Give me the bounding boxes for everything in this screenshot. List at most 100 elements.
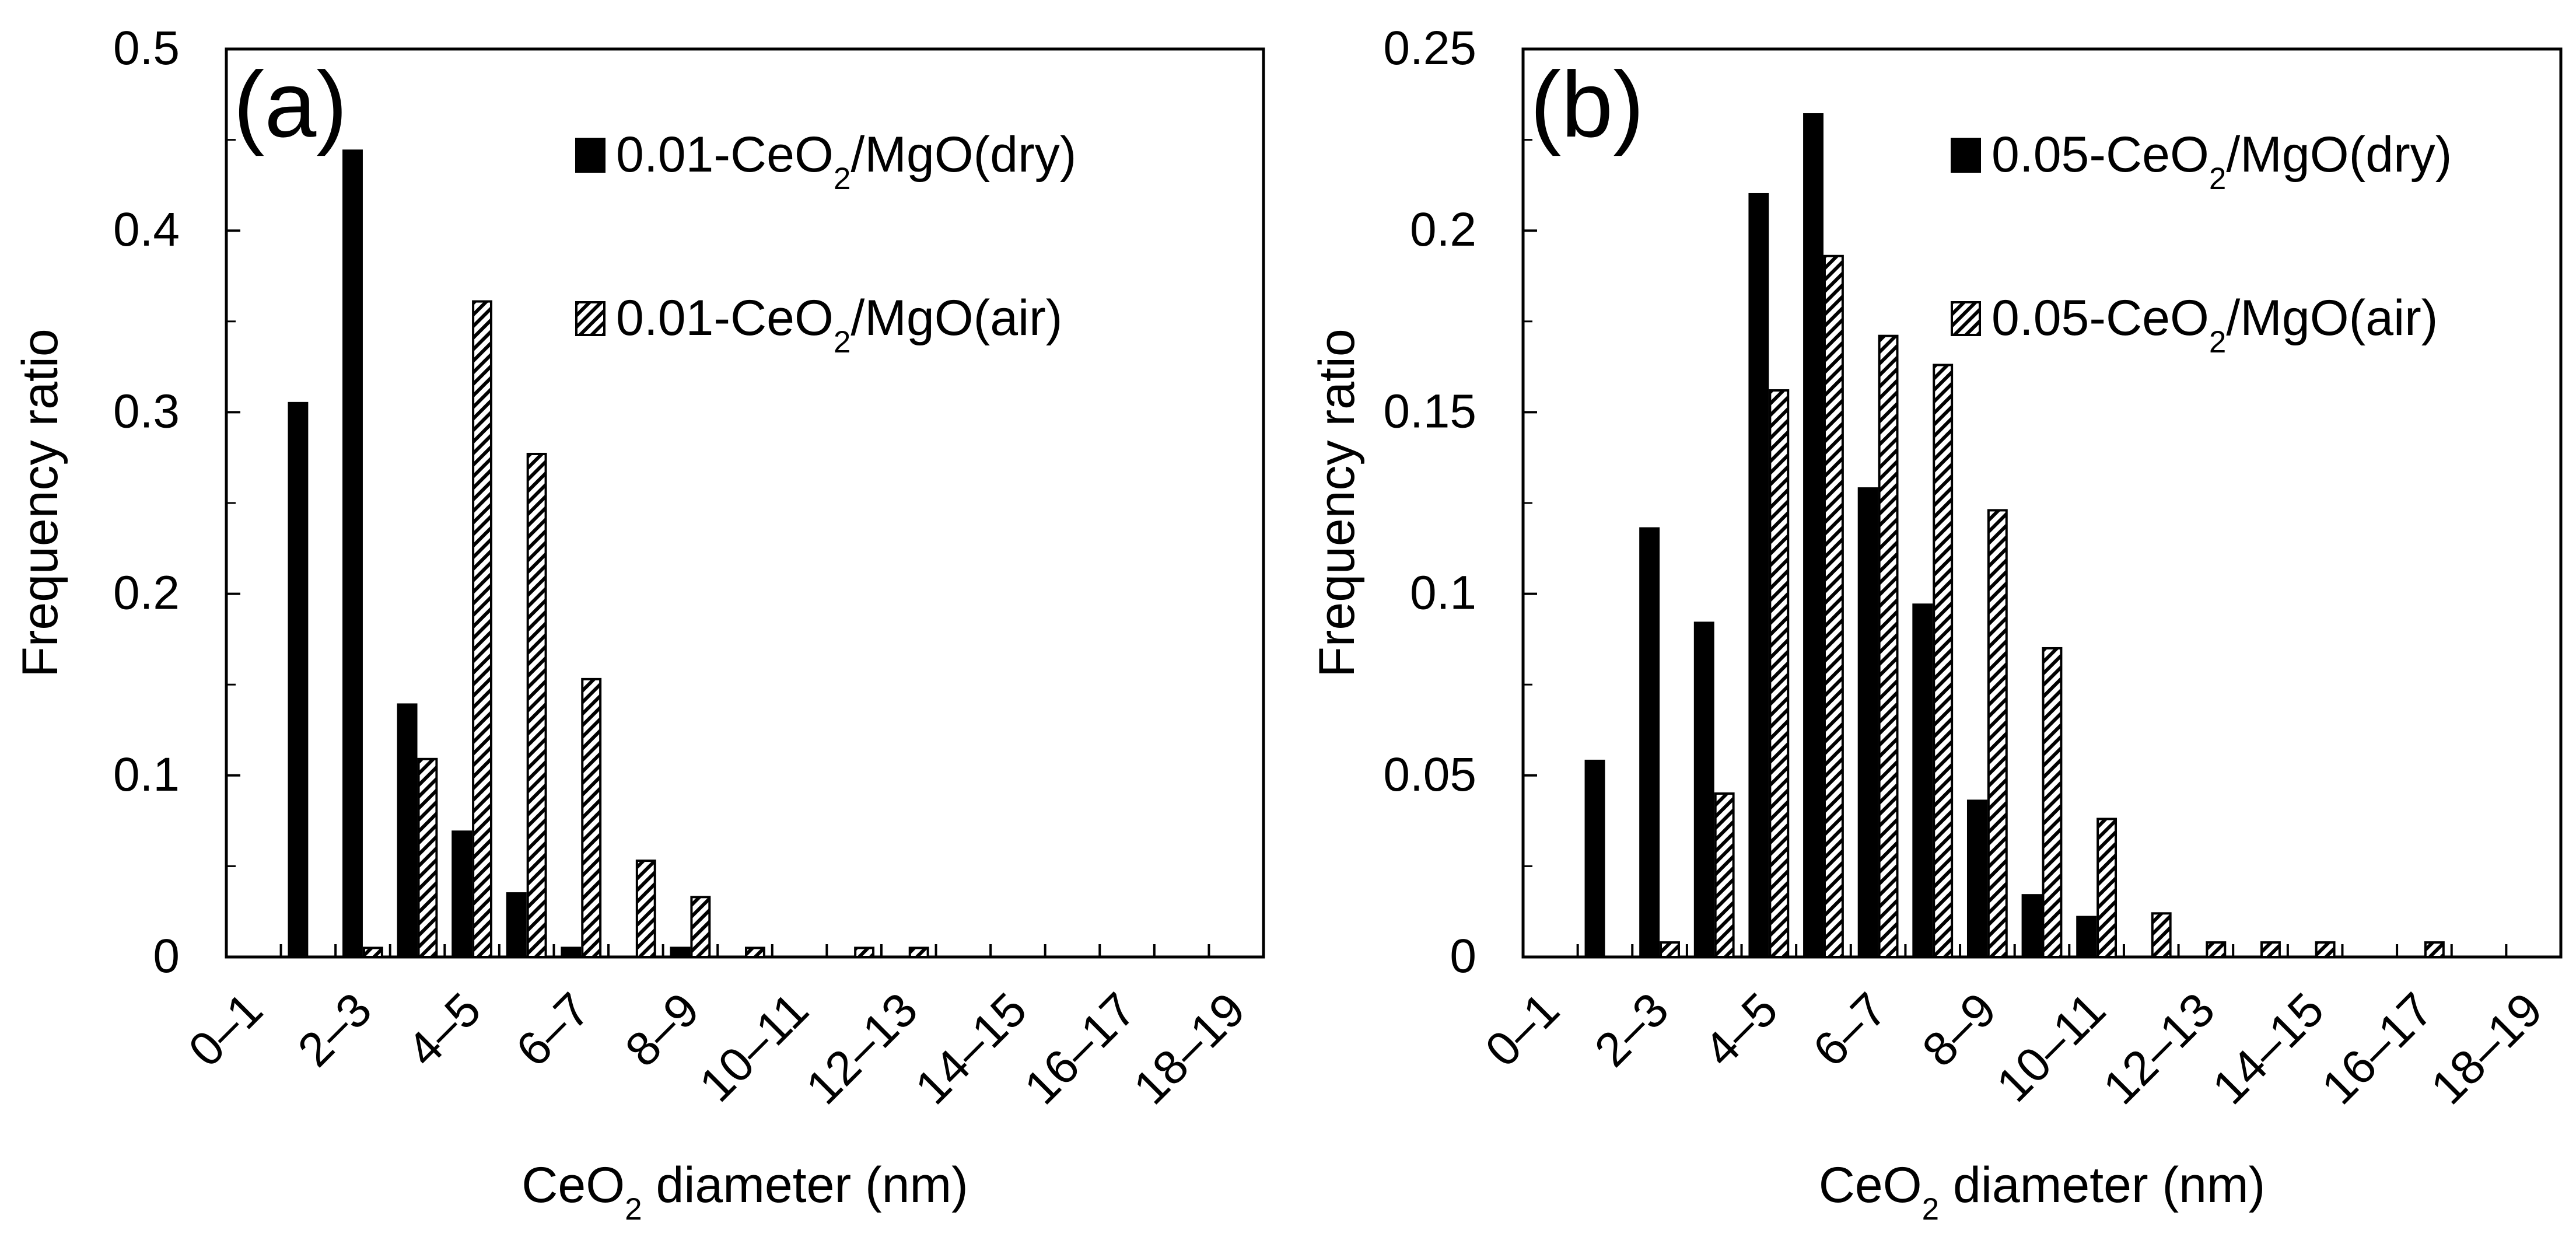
text-part: diameter (nm) [1939,1157,2265,1213]
legend-swatch-air [575,301,606,336]
bar-air [1660,941,1680,959]
bar-air [2096,818,2118,959]
y-axis-label: Frequency ratio [12,329,68,677]
x-tick-label: 6–7 [506,983,600,1077]
legend-swatch-air [1951,301,1981,336]
bar-dry [288,401,309,958]
text-part: CeO [1819,1157,1922,1213]
bar-dry [1639,527,1660,958]
text-part: 0.01-CeO [616,127,834,183]
bar-dry [1803,113,1824,959]
x-tick-label: 0–1 [178,983,272,1077]
y-tick-label: 0.5 [113,22,180,75]
bar-dry [561,946,582,958]
bar-dry [1857,487,1878,958]
bar-air [854,946,875,958]
x-tick-label: 6–7 [1803,983,1897,1077]
bar-air [2424,941,2445,959]
legend-entry-dry: 0.01-CeO2/MgO(dry) [616,127,1076,196]
chart-panel-a: 0 0.1 0.2 0.3 0.4 0.5 0–1 2–3 4–5 6–7 8–910–1112–1… [12,22,1265,1227]
bar-dry [2076,916,2097,959]
bar-air [2151,912,2172,959]
bar-dry [452,830,473,958]
text-part: /MgO(air) [2226,290,2438,346]
x-tick-label: 0–1 [1475,983,1569,1077]
y-tick-label: 0.1 [113,748,180,801]
bar-air [635,860,656,958]
legend: 0.01-CeO2/MgO(dry)0.01-CeO2/MgO(air) [575,127,1076,359]
x-tick-label: 2–3 [288,983,382,1077]
y-tick-label: 0 [153,930,180,983]
bar-dry [506,892,527,958]
x-tick-label: 18–19 [2421,983,2553,1115]
subscript: 2 [2209,162,2226,196]
y-tick-label: 0.4 [113,203,180,256]
bar-air [1769,389,1790,958]
bar-dry [2021,894,2042,959]
y-tick-label: 0.1 [1410,567,1476,620]
bar-air [362,946,383,958]
text-part: diameter (nm) [642,1157,968,1213]
plot-frame [225,47,1265,959]
subscript: 2 [834,325,850,359]
y-tick-label: 0.15 [1383,385,1476,438]
subscript: 2 [2209,325,2226,359]
bar-air [2315,941,2336,959]
subscript: 2 [834,162,850,196]
bar-air [417,757,438,958]
bar-dry [670,946,691,958]
y-tick-label: 0.2 [1410,203,1476,256]
bar-air [1878,334,1899,958]
x-tick-label: 14–15 [905,983,1037,1115]
text-part: /MgO(air) [850,290,1062,346]
y-tick-label: 0 [1450,930,1476,983]
legend-swatch-dry [575,138,606,173]
y-tick-label: 0.25 [1383,22,1476,75]
y-tick-label: 0.2 [113,567,180,620]
bar-dry [1966,799,1987,959]
x-tick-label: 10–11 [1987,983,2116,1112]
panel-label: (b) [1530,52,1644,156]
x-tick-label: 16–17 [2312,983,2444,1115]
legend-entry-air: 0.01-CeO2/MgO(air) [616,290,1062,359]
x-tick-label: 18–19 [1124,983,1255,1115]
bar-air [1823,254,1844,959]
text-part: 0.05-CeO [1992,290,2209,346]
y-axis-label: Frequency ratio [1309,329,1365,677]
bar-dry [1912,603,1933,958]
bar-air [581,677,602,958]
bar-dry [342,149,363,959]
bar-air [1987,509,2008,958]
legend-entry-dry: 0.05-CeO2/MgO(dry) [1992,127,2452,196]
bar-dry [1748,193,1769,959]
x-axis-label: CeO2 diameter (nm) [1819,1157,2265,1227]
x-tick-label: 16–17 [1014,983,1146,1115]
plot-frame [1521,47,2563,959]
x-tick-label: 8–9 [1912,983,2006,1077]
text-part: /MgO(dry) [2226,127,2452,183]
subscript: 2 [1922,1192,1939,1227]
text-part: CeO [522,1157,625,1213]
text-part: 0.01-CeO [616,290,834,346]
bar-air [1933,364,1954,958]
x-tick-label: 8–9 [615,983,709,1077]
legend-entry-air: 0.05-CeO2/MgO(air) [1992,290,2438,359]
bar-air [908,946,929,958]
y-tick-label: 0.05 [1383,748,1476,801]
x-tick-label: 4–5 [1694,983,1788,1077]
bar-air [472,300,492,958]
legend-swatch-dry [1951,138,1981,173]
x-tick-label: 12–13 [796,983,928,1115]
bar-dry [1584,759,1605,959]
subscript: 2 [625,1192,642,1227]
x-tick-label: 10–11 [690,983,818,1112]
x-axis-label: CeO2 diameter (nm) [522,1157,968,1227]
bar-air [690,896,711,958]
x-tick-label: 4–5 [397,983,491,1077]
bar-air [1714,792,1735,959]
bar-air [2206,941,2227,959]
bar-dry [1693,621,1714,958]
chart-panel-b: 00.050.10.150.20.250–1 2–3 4–5 6–7 8–910–111… [1309,22,2563,1227]
bar-dry [397,703,418,958]
